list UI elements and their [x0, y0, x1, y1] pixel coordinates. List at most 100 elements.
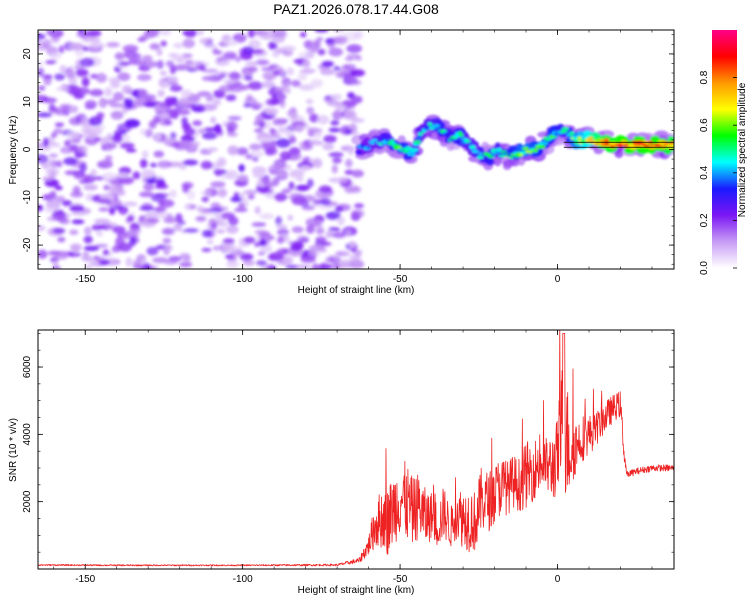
ridge-halo: [614, 149, 624, 159]
ridge-core: [356, 150, 362, 155]
noise-blob: [103, 158, 113, 166]
noise-blob: [348, 240, 357, 249]
spectrogram-ytick-label: -10: [22, 190, 33, 205]
noise-blob: [346, 75, 355, 82]
noise-blob: [118, 205, 129, 215]
noise-blob: [328, 127, 341, 133]
noise-blob: [68, 130, 80, 140]
noise-blob: [163, 217, 177, 224]
noise-blob: [111, 133, 123, 144]
ridge-core: [496, 147, 502, 152]
noise-blob: [201, 196, 209, 203]
noise-blob: [255, 260, 267, 266]
noise-blob: [138, 191, 155, 198]
noise-blob: [335, 250, 350, 257]
colorbar-label: Normalized spectral amplitude: [737, 82, 748, 217]
ridge-core: [415, 135, 423, 140]
noise-blob: [351, 169, 364, 178]
noise-blob: [45, 60, 56, 65]
noise-blob: [90, 169, 97, 177]
noise-blob: [94, 243, 109, 248]
ridge-core: [417, 132, 424, 136]
noise-blob: [255, 114, 265, 123]
noise-blob: [259, 175, 271, 183]
noise-blob: [81, 77, 90, 87]
noise-blob: [95, 72, 107, 83]
noise-blob: [38, 204, 44, 212]
noise-blob: [38, 112, 53, 118]
noise-blob: [321, 60, 334, 67]
noise-blob: [319, 247, 327, 253]
noise-blob: [269, 127, 276, 134]
noise-blob: [201, 247, 212, 252]
noise-blob: [71, 138, 81, 144]
noise-blob: [152, 257, 169, 264]
noise-blob: [137, 73, 152, 82]
noise-blob: [275, 224, 288, 230]
noise-blob: [164, 244, 173, 251]
colorbar-tick-label: 0.2: [699, 213, 710, 227]
noise-blob: [346, 44, 363, 54]
noise-blob: [82, 46, 89, 52]
noise-blob: [238, 192, 246, 200]
snr-ylabel: SNR (10 * v/v): [8, 418, 19, 482]
noise-blob: [66, 85, 82, 96]
noise-blob: [218, 85, 234, 93]
spectrogram-ylabel: Frequency (Hz): [8, 116, 19, 185]
noise-blob: [179, 139, 192, 150]
noise-blob: [120, 142, 135, 149]
noise-blob: [197, 205, 204, 213]
noise-blob: [319, 262, 329, 269]
noise-blob: [124, 98, 134, 109]
noise-blob: [169, 85, 183, 92]
noise-blob: [247, 30, 256, 38]
ridge-core: [444, 131, 450, 137]
noise-blob: [291, 79, 301, 87]
noise-blob: [288, 181, 295, 190]
noise-blob: [264, 107, 279, 115]
noise-blob: [53, 128, 63, 135]
noise-blob: [322, 241, 332, 246]
noise-blob: [117, 72, 131, 82]
noise-blob: [276, 92, 286, 101]
figure-title: PAZ1.2026.078.17.44.G08: [273, 1, 439, 17]
noise-blob: [82, 251, 90, 258]
noise-blob: [281, 189, 292, 194]
noise-blob: [59, 146, 74, 154]
ridge-core: [532, 148, 539, 153]
noise-blob: [108, 77, 121, 83]
noise-blob: [69, 42, 84, 51]
noise-blob: [351, 130, 359, 135]
ridge-core: [671, 143, 674, 148]
noise-blob: [149, 43, 161, 50]
spectrogram-xtick-label: -150: [75, 274, 95, 285]
snr-ytick-label: 4000: [22, 423, 33, 446]
noise-blob: [184, 59, 193, 65]
noise-blob: [260, 244, 272, 253]
ridge-core: [434, 126, 442, 130]
noise-blob: [287, 214, 294, 221]
noise-blob: [227, 216, 239, 226]
noise-blob: [169, 65, 177, 75]
noise-blob: [73, 173, 82, 179]
noise-blob: [71, 211, 87, 216]
noise-blob: [163, 228, 172, 235]
noise-blob: [49, 190, 57, 199]
noise-blob: [118, 61, 131, 66]
noise-blob: [61, 200, 73, 207]
noise-blob: [227, 116, 242, 121]
noise-blob: [327, 40, 336, 49]
noise-blob: [47, 250, 62, 256]
noise-blob: [261, 80, 276, 89]
ridge-core: [469, 145, 476, 150]
noise-blob: [38, 33, 46, 40]
noise-blob: [216, 157, 227, 168]
noise-blob: [350, 114, 358, 123]
noise-blob: [351, 209, 365, 218]
noise-blob: [173, 42, 184, 49]
noise-blob: [122, 44, 139, 53]
noise-blob: [89, 89, 104, 97]
noise-blob: [76, 145, 88, 154]
noise-blob: [153, 115, 161, 124]
